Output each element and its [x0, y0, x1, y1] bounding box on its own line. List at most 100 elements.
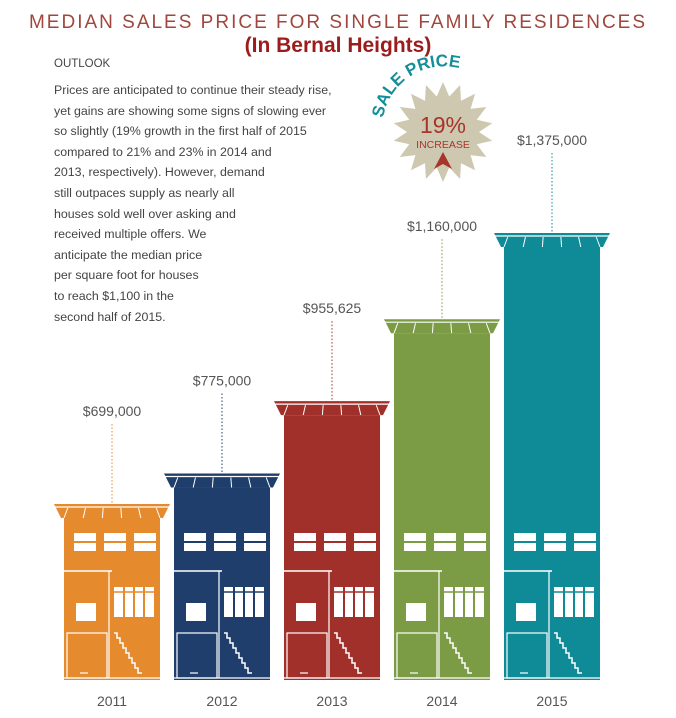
house-body — [174, 487, 270, 680]
window — [294, 543, 316, 551]
cornice-bracket — [248, 477, 252, 488]
window — [104, 543, 126, 551]
house-bar-2015: $1,375,000 2015 — [494, 132, 610, 709]
window — [74, 543, 96, 551]
window — [184, 533, 206, 541]
cornice-bracket — [485, 323, 491, 334]
window — [354, 543, 376, 551]
cornice-bracket — [192, 477, 196, 488]
window — [294, 533, 316, 541]
cornice-bracket — [230, 477, 233, 488]
window — [404, 533, 426, 541]
cornice-bracket — [138, 507, 142, 519]
window — [434, 543, 456, 551]
year-label: 2012 — [206, 693, 237, 709]
cornice-bracket — [412, 323, 416, 334]
price-label: $1,160,000 — [407, 218, 477, 234]
price-label: $699,000 — [83, 403, 142, 419]
window — [324, 533, 346, 541]
stairs — [334, 632, 362, 674]
house-body — [394, 333, 490, 680]
cornice-bracket — [302, 405, 306, 416]
starburst-shape — [393, 82, 493, 182]
chart-title: MEDIAN SALES PRICE FOR SINGLE FAMILY RES… — [28, 12, 648, 33]
window — [574, 533, 596, 541]
house-bar-2011: $699,000 2011 — [54, 403, 170, 709]
year-label: 2014 — [426, 693, 457, 709]
cornice-bracket — [120, 507, 123, 519]
price-label: $955,625 — [303, 300, 362, 316]
outlook-text: Prices are anticipated to continue their… — [54, 83, 332, 324]
stairs — [444, 632, 472, 674]
cornice-bracket — [560, 236, 563, 248]
cornice-bracket — [431, 323, 434, 334]
window — [134, 533, 156, 541]
arrow-up-icon — [434, 152, 452, 169]
year-label: 2013 — [316, 693, 347, 709]
window — [516, 603, 536, 621]
window — [514, 543, 536, 551]
cornice-bracket — [393, 323, 399, 334]
cornice-bracket — [173, 477, 179, 488]
cornice-bracket — [101, 507, 104, 519]
house-bar-2014: $1,160,000 2014 — [384, 218, 500, 709]
house-cornice — [494, 233, 610, 247]
window — [406, 603, 426, 621]
window — [514, 533, 536, 541]
window — [184, 543, 206, 551]
window — [134, 543, 156, 551]
window — [186, 603, 206, 621]
cornice-bracket — [211, 477, 214, 488]
cornice-bracket — [155, 507, 161, 519]
increase-label: INCREASE — [416, 139, 470, 151]
house-cornice — [164, 473, 280, 488]
cornice-bracket — [82, 507, 86, 519]
window — [324, 543, 346, 551]
window — [76, 603, 96, 621]
cornice-bracket — [340, 405, 343, 416]
sale-price-badge: SALE PRICE 19% INCREASE — [368, 51, 493, 182]
window — [434, 533, 456, 541]
window — [464, 533, 486, 541]
cornice-bracket — [503, 236, 509, 248]
window — [404, 543, 426, 551]
window — [244, 543, 266, 551]
outlook-heading: OUTLOOK — [54, 58, 111, 70]
price-label: $775,000 — [193, 373, 252, 389]
window — [464, 543, 486, 551]
window — [544, 543, 566, 551]
window — [244, 533, 266, 541]
cornice-bracket — [468, 323, 472, 334]
cornice-bracket — [595, 236, 601, 248]
window — [104, 533, 126, 541]
year-label: 2011 — [97, 693, 127, 709]
house-bar-2012: $775,000 2012 — [164, 373, 280, 709]
cornice-bracket — [321, 405, 324, 416]
window — [214, 543, 236, 551]
year-label: 2015 — [536, 693, 567, 709]
chart-subtitle: (In Bernal Heights) — [244, 34, 432, 57]
percent-text: 19% — [420, 112, 466, 138]
stairs — [554, 632, 582, 674]
cornice-bracket — [358, 405, 362, 416]
house-cornice — [274, 401, 390, 416]
stairs — [224, 632, 252, 674]
house-bar-2013: $955,625 2013 — [274, 300, 390, 709]
cornice-bracket — [578, 236, 582, 248]
cornice-bracket — [265, 477, 271, 488]
window — [214, 533, 236, 541]
cornice-bracket — [375, 404, 381, 416]
cornice-bracket — [541, 236, 544, 248]
house-cornice — [54, 504, 170, 518]
cornice-bracket — [283, 404, 289, 416]
cornice-bracket — [63, 507, 69, 519]
cornice-bracket — [522, 236, 526, 248]
window — [354, 533, 376, 541]
window — [574, 543, 596, 551]
cornice-bracket — [450, 323, 453, 334]
window — [74, 533, 96, 541]
house-cornice — [384, 319, 500, 334]
window — [296, 603, 316, 621]
window — [544, 533, 566, 541]
